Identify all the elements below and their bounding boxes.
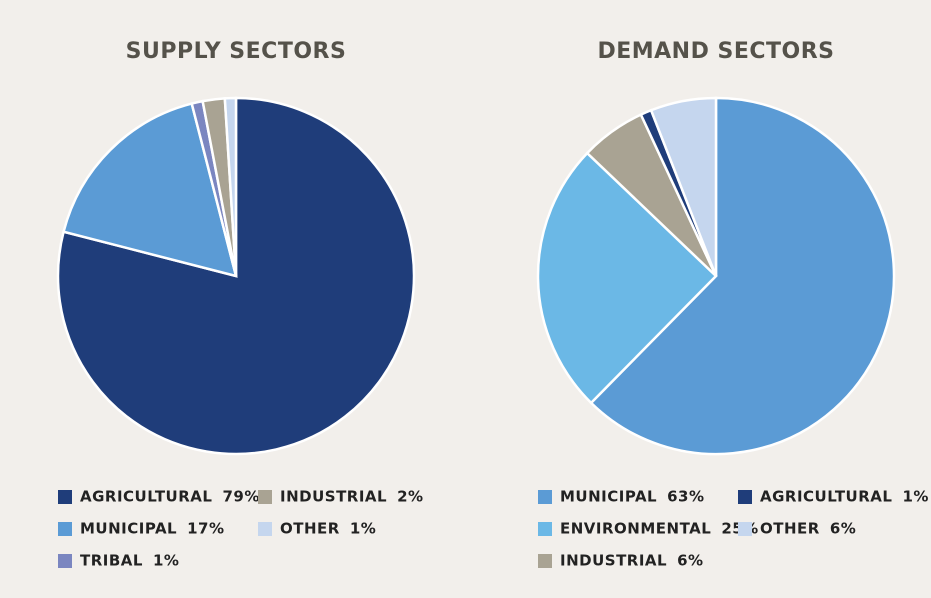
pie-slice [223,96,238,277]
pie-slice [649,96,718,277]
legend-swatch [538,490,552,504]
legend-value: 17% [187,520,224,538]
legend-value: 6% [830,520,856,538]
legend-swatch [538,554,552,568]
pie-slice [536,151,718,405]
legend-label: AGRICULTURAL [760,488,892,506]
legend-label: INDUSTRIAL [280,488,387,506]
legend-label: AGRICULTURAL [80,488,212,506]
chart-title: DEMAND SECTORS [597,39,834,64]
legend-swatch [538,522,552,536]
legend-value: 6% [677,552,703,570]
legend-label: OTHER [760,520,820,538]
pie-slice [62,102,238,278]
legend-value: 1% [350,520,376,538]
legend-label: MUNICIPAL [560,488,657,506]
legend-swatch [58,490,72,504]
chart-title: SUPPLY SECTORS [126,39,347,64]
legend-value: 1% [902,488,928,506]
legend-value: 63% [667,488,704,506]
legend-label: INDUSTRIAL [560,552,667,570]
legend-swatch [58,554,72,568]
legend-swatch [738,490,752,504]
legend-label: ENVIRONMENTAL [560,520,711,538]
legend-swatch [258,522,272,536]
legend-swatch [738,522,752,536]
legend-value: 79% [222,488,259,506]
pie-slice [589,96,896,456]
legend-value: 2% [397,488,423,506]
legend-swatch [58,522,72,536]
legend-swatch [258,490,272,504]
legend-label: MUNICIPAL [80,520,177,538]
legend-value: 1% [153,552,179,570]
legend-label: OTHER [280,520,340,538]
legend-label: TRIBAL [80,552,143,570]
pie-slice [56,96,416,456]
